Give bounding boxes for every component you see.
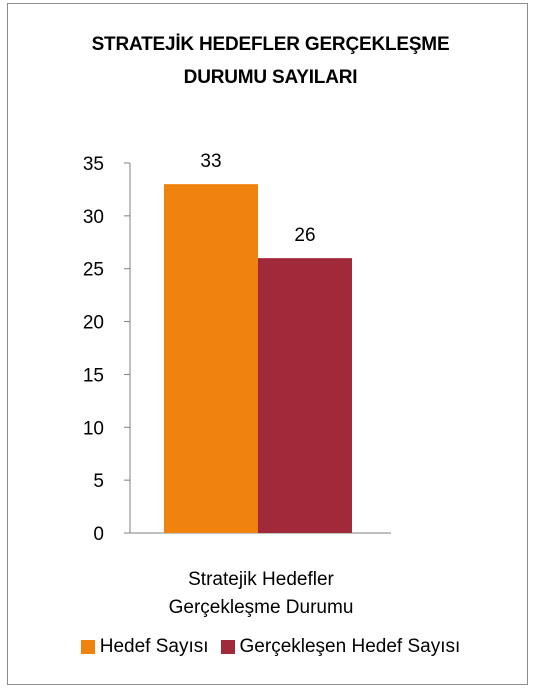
category-label-line-2: Gerçekleşme Durumu — [168, 597, 354, 618]
y-tick-label-25: 25 — [83, 260, 104, 281]
data-label-0: 33 — [200, 151, 221, 172]
y-tick-label-10: 10 — [83, 418, 104, 439]
chart-legend: Hedef Sayısı Gerçekleşen Hedef Sayısı — [0, 636, 541, 658]
chart-title-line-2: DURUMU SAYILARI — [183, 67, 358, 88]
category-label-line-1: Stratejik Hedefler — [188, 569, 334, 590]
legend-swatch-gerceklesen-hedef-sayisi — [220, 640, 235, 654]
y-tick-label-15: 15 — [83, 365, 104, 386]
legend-swatch-hedef-sayisi — [80, 640, 95, 654]
y-tick-label-20: 20 — [83, 313, 104, 334]
category-label: Stratejik Hedefler Gerçekleşme Durumu — [130, 566, 392, 622]
bar-0 — [164, 184, 258, 533]
chart-title-line-1: STRATEJİK HEDEFLER GERÇEKLEŞME — [91, 34, 450, 55]
data-label-1: 26 — [294, 225, 315, 246]
legend-label-hedef-sayisi: Hedef Sayısı — [99, 636, 209, 657]
y-tick-label-0: 0 — [93, 524, 104, 545]
legend-item-hedef-sayisi: Hedef Sayısı — [80, 636, 209, 658]
y-tick-label-5: 5 — [93, 471, 104, 492]
chart-title: STRATEJİK HEDEFLER GERÇEKLEŞME DURUMU SA… — [0, 28, 541, 94]
bar-1 — [258, 258, 352, 533]
legend-label-gerceklesen-hedef-sayisi: Gerçekleşen Hedef Sayısı — [239, 636, 461, 657]
legend-item-gerceklesen-hedef-sayisi: Gerçekleşen Hedef Sayısı — [220, 636, 461, 658]
y-tick-label-35: 35 — [83, 154, 104, 175]
y-tick-label-30: 30 — [83, 207, 104, 228]
